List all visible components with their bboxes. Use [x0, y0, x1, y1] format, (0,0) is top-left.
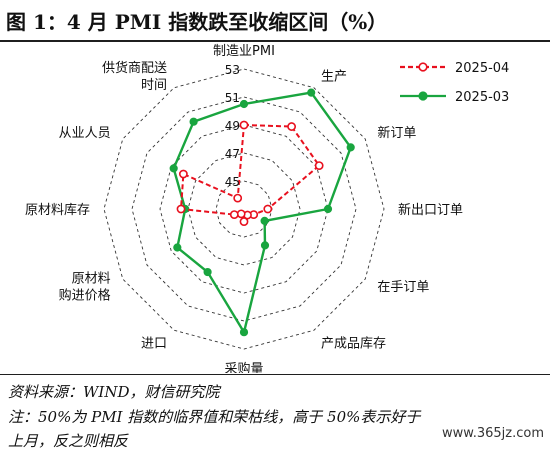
series-point-202503-5 [260, 241, 270, 250]
axis-label-11: 供货商配送时间 [102, 60, 167, 93]
legend-label-202504: 2025-04 [455, 61, 509, 76]
axis-label-line: 时间 [141, 78, 167, 93]
axis-label-5: 产成品库存 [321, 335, 386, 351]
axis-label-7: 进口 [141, 336, 167, 351]
axis-label-line: 供货商配送 [102, 60, 167, 76]
source-note: 资料来源：WIND，财信研究院 [8, 383, 220, 401]
series-line-202503 [172, 91, 353, 336]
series-point-202504-3 [263, 204, 273, 214]
axis-label-line: 新订单 [377, 125, 416, 141]
figure-title: 图 1：4 月 PMI 指数跌至收缩区间（%） [6, 10, 388, 34]
series-point-202503-3 [323, 204, 333, 214]
series-point-202504-11 [233, 193, 243, 203]
tick-label-53: 53 [225, 63, 240, 77]
axis-label-line: 产成品库存 [321, 335, 386, 351]
radar-grid [103, 68, 385, 350]
grid-ring-45 [215, 180, 273, 238]
series-point-202504-10 [178, 169, 188, 179]
watermark: www.365jz.com [442, 426, 544, 441]
grid-ring-51 [131, 96, 357, 322]
series-line-202504 [179, 123, 321, 225]
series-point-202504-8 [229, 210, 239, 219]
axis-label-10: 从业人员 [59, 126, 111, 141]
series-point-202503-1 [307, 88, 316, 97]
series-point-202504-2 [314, 161, 324, 170]
series-point-202504-9 [176, 204, 186, 214]
axis-label-line: 从业人员 [59, 126, 111, 141]
legend-marker-202503 [418, 91, 428, 101]
tick-label-49: 49 [225, 119, 240, 133]
radar-tick-labels: 45 47 49 51 53 [225, 63, 240, 189]
axis-label-3: 新出口订单 [398, 202, 463, 218]
footnote-line-2: 上月，反之则相反 [8, 432, 129, 450]
tick-label-51: 51 [225, 91, 240, 105]
axis-label-6: 采购量 [224, 361, 263, 373]
grid-ring-47 [187, 152, 301, 266]
footnote-line-1: 注：50%为 PMI 指数的临界值和荣枯线，高于 50%表示好于 [8, 408, 421, 426]
series-point-202503-8 [173, 243, 182, 252]
bottom-rule [0, 374, 550, 375]
axis-label-line: 原材料库存 [25, 202, 90, 218]
title-bar: 图 1：4 月 PMI 指数跌至收缩区间（%） [0, 0, 550, 42]
axis-label-1: 生产 [321, 70, 347, 85]
series-point-202503-0 [239, 99, 249, 109]
series-point-202504-6 [239, 217, 249, 226]
axis-label-line: 原材料 [72, 272, 111, 287]
series-point-202503-6 [239, 328, 249, 337]
radar-series [169, 88, 355, 337]
axis-label-9: 原材料库存 [25, 202, 90, 218]
axis-label-8: 原材料购进价格 [59, 272, 111, 304]
axis-label-line: 在手订单 [377, 280, 429, 295]
axis-label-line: 购进价格 [59, 288, 111, 304]
radar-chart: 制造业PMI生产新订单新出口订单在手订单产成品库存采购量进口原材料购进价格原材料… [25, 44, 509, 373]
series-point-202503-7 [203, 267, 212, 277]
tick-label-45: 45 [225, 175, 240, 189]
legend-label-202503: 2025-03 [455, 90, 509, 105]
series-point-202503-11 [189, 117, 198, 126]
axis-label-line: 新出口订单 [398, 202, 463, 218]
axis-label-line: 制造业PMI [213, 44, 275, 59]
series-point-202503-4 [260, 216, 269, 225]
grid-ring-53 [103, 68, 385, 350]
radar-axis-labels: 制造业PMI生产新订单新出口订单在手订单产成品库存采购量进口原材料购进价格原材料… [25, 44, 463, 373]
axis-label-line: 生产 [321, 70, 347, 85]
legend: 2025-04 2025-03 [400, 61, 509, 105]
series-point-202503-2 [346, 143, 355, 152]
axis-label-line: 进口 [141, 336, 167, 351]
axis-label-line: 采购量 [224, 361, 263, 373]
tick-label-47: 47 [225, 147, 240, 161]
series-point-202504-1 [287, 122, 296, 131]
axis-label-4: 在手订单 [377, 280, 429, 295]
axis-label-2: 新订单 [377, 125, 416, 141]
series-point-202503-10 [169, 164, 178, 173]
series-point-202504-0 [239, 120, 249, 130]
series-point-202504-7 [236, 209, 246, 219]
axis-label-0: 制造业PMI [213, 44, 275, 59]
legend-marker-202504 [418, 62, 428, 72]
